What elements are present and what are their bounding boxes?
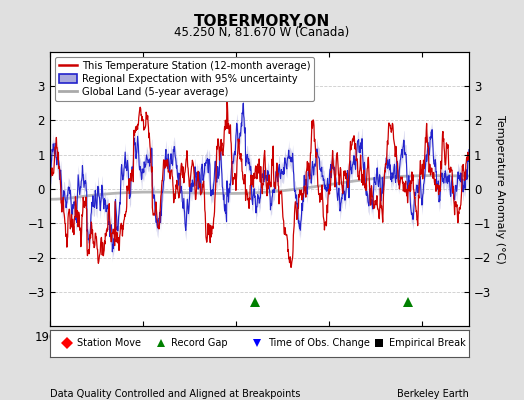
Y-axis label: Temperature Anomaly (°C): Temperature Anomaly (°C) bbox=[495, 115, 505, 263]
Text: Empirical Break: Empirical Break bbox=[389, 338, 466, 348]
Text: Berkeley Earth: Berkeley Earth bbox=[397, 389, 469, 399]
Text: Record Gap: Record Gap bbox=[171, 338, 228, 348]
Legend: This Temperature Station (12-month average), Regional Expectation with 95% uncer: This Temperature Station (12-month avera… bbox=[55, 57, 314, 101]
Text: Station Move: Station Move bbox=[77, 338, 141, 348]
Text: Data Quality Controlled and Aligned at Breakpoints: Data Quality Controlled and Aligned at B… bbox=[50, 389, 300, 399]
Text: TOBERMORY,ON: TOBERMORY,ON bbox=[194, 14, 330, 29]
Text: Time of Obs. Change: Time of Obs. Change bbox=[268, 338, 369, 348]
Text: 45.250 N, 81.670 W (Canada): 45.250 N, 81.670 W (Canada) bbox=[174, 26, 350, 39]
